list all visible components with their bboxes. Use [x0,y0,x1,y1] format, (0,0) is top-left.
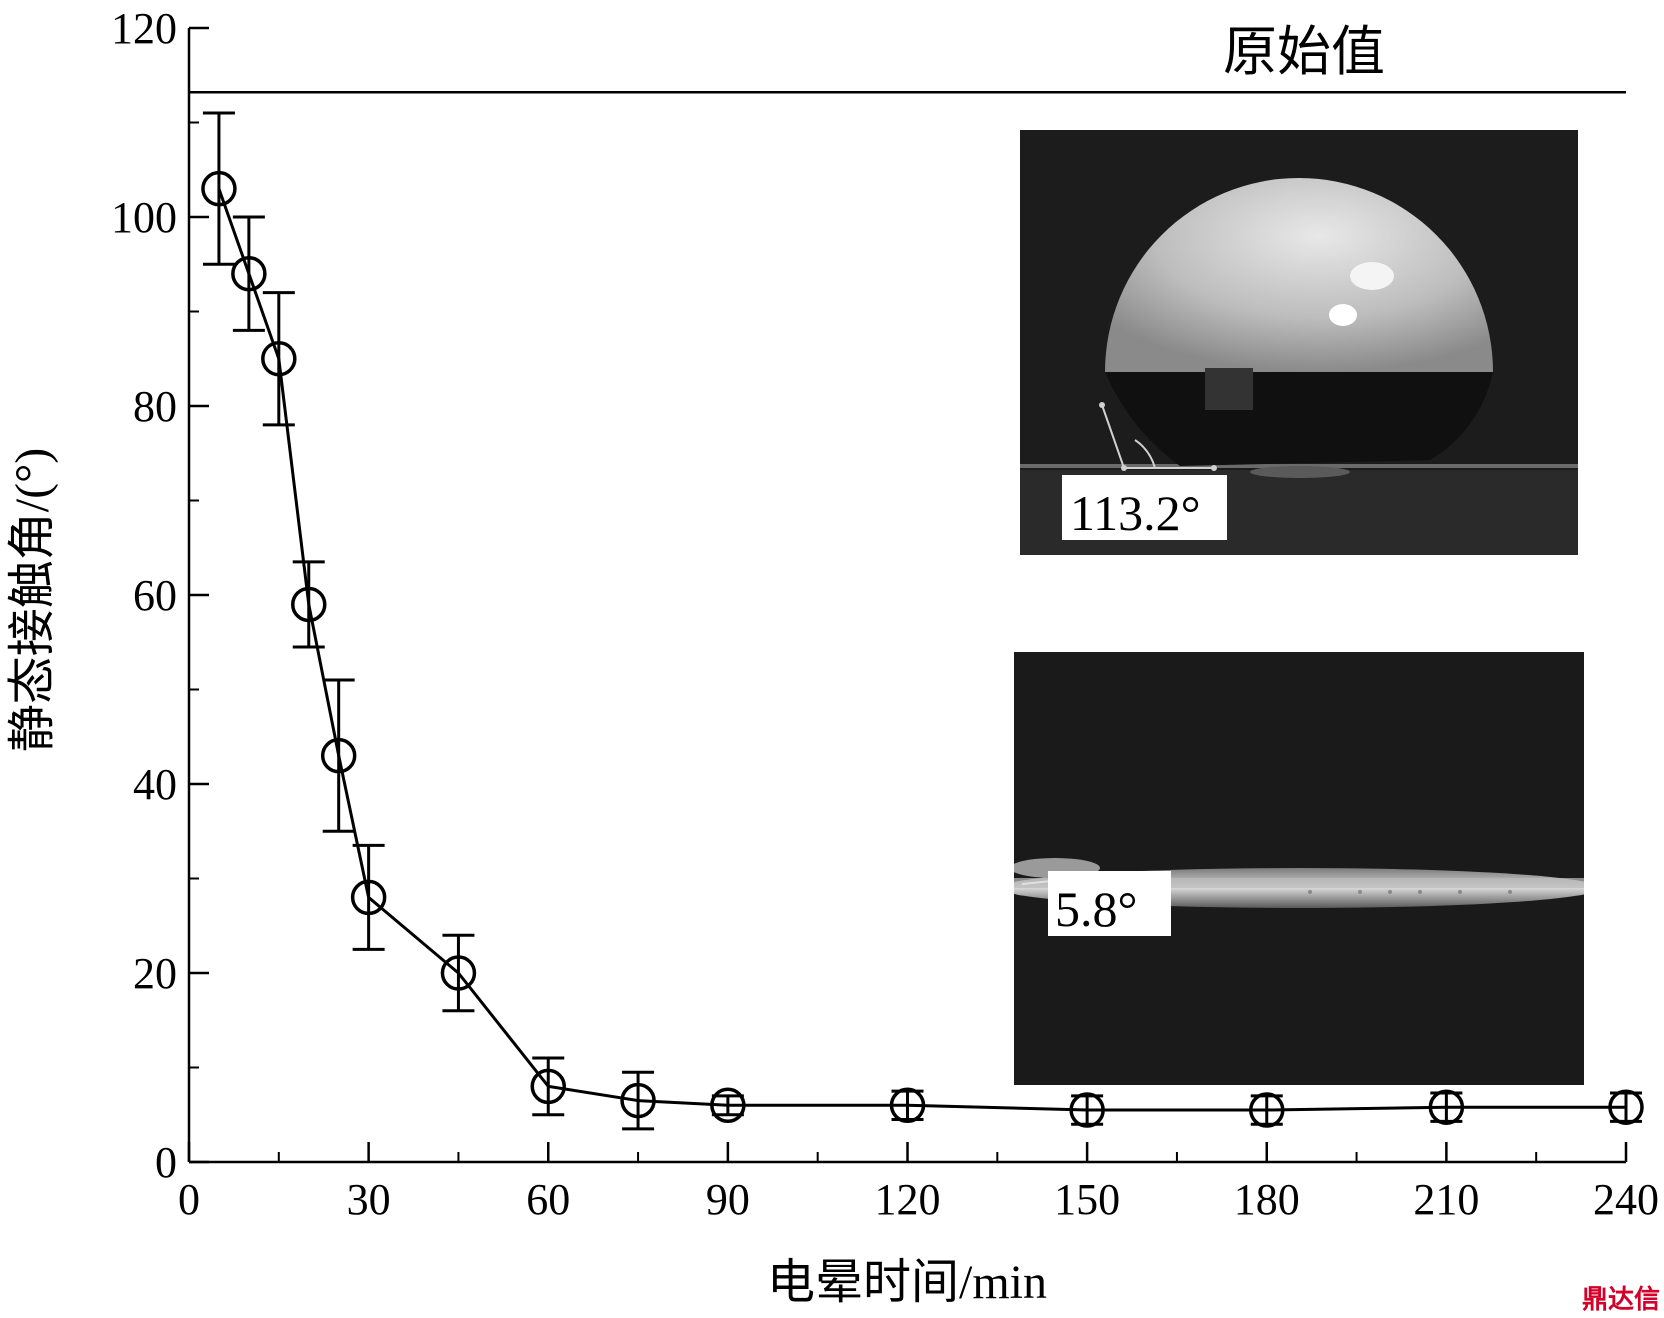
error-bar [292,560,325,649]
y-tick-label: 0 [155,1138,177,1187]
y-tick-label: 20 [133,949,177,998]
x-tick-label: 180 [1234,1175,1300,1224]
y-tick-label: 60 [133,571,177,620]
data-point [620,1082,656,1119]
x-tick-label: 120 [875,1175,941,1224]
data-point [1428,1089,1465,1125]
x-tick-label: 90 [706,1175,750,1224]
data-point [1608,1089,1644,1125]
reference-line-label: 原始值 [1223,22,1385,82]
watermark: 鼎达信 [1582,1285,1660,1315]
data-point [530,1068,566,1105]
error-bar [711,1094,744,1117]
data-point [261,341,297,377]
error-bar [262,291,295,427]
y-tick-label: 40 [133,760,177,809]
error-bar [532,1056,565,1117]
x-tick-label: 30 [347,1175,391,1224]
y-axis-title: 静态接触角/(°) [6,448,59,753]
y-tick-label: 120 [111,4,177,53]
x-axis-title: 电晕时间/min [767,1256,1047,1309]
data-point [1249,1092,1285,1128]
data-point [889,1087,926,1124]
x-tick-label: 0 [178,1175,200,1224]
inset-photo-treated: 5.8° [1014,652,1584,1085]
x-tick-label: 60 [526,1175,570,1224]
error-bar [442,933,475,1013]
inset-label-treated: 5.8° [1055,881,1138,937]
data-point [440,955,477,991]
error-bar [622,1070,655,1131]
data-point [350,879,387,916]
error-bar [352,843,385,951]
x-tick-label: 150 [1054,1175,1120,1224]
y-tick-label: 80 [133,382,177,431]
inset-photo-original: 113.2° [1020,130,1578,555]
error-bar [322,678,355,833]
data-point [201,170,237,207]
inset-label-original: 113.2° [1070,485,1201,541]
y-tick-label: 100 [111,193,177,242]
data-point [291,586,327,623]
data-point [1069,1092,1105,1128]
data-point [231,255,267,292]
data-point [320,737,357,774]
x-tick-label: 240 [1593,1175,1659,1224]
data-point [710,1087,746,1124]
x-tick-label: 210 [1413,1175,1479,1224]
error-bar [202,111,235,266]
error-bar [232,215,265,332]
